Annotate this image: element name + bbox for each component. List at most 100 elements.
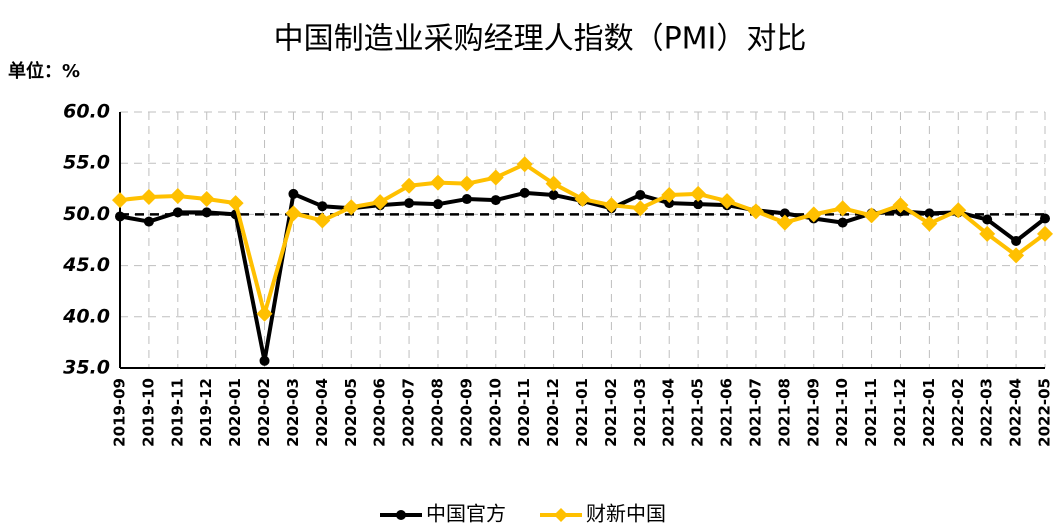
x-tick-label: 2022-05 [1036,378,1054,447]
point [487,169,504,186]
point [404,198,415,209]
series-line [119,190,1047,363]
point [982,214,993,225]
point [461,194,472,205]
x-tick-label: 2021-03 [631,378,649,447]
x-tick-label: 2020-01 [226,378,244,447]
y-tick-label: 45.0 [62,254,110,276]
x-tick-label: 2021-01 [573,378,591,447]
point [314,212,331,229]
point [516,156,533,173]
x-tick-label: 2021-10 [833,378,851,447]
point [458,175,475,192]
point [1008,247,1025,264]
x-tick-label: 2019-09 [111,378,129,447]
x-tick-label: 2021-08 [775,378,793,447]
point [285,205,302,222]
point [693,199,704,210]
point [837,217,848,228]
x-tick-label: 2022-02 [949,378,967,447]
chart-title: 中国制造业采购经理人指数（PMI）对比 [274,22,807,57]
x-tick-label: 2020-08 [428,378,446,447]
point [1037,225,1053,242]
point [343,199,360,216]
point [979,225,996,242]
x-tick-label: 2021-02 [602,378,620,447]
legend-marker [396,510,406,520]
point [921,215,938,232]
x-tick-label: 2021-05 [689,378,707,447]
y-tick-label: 35.0 [63,357,110,379]
x-tick-label: 2020-10 [486,378,504,447]
unit-label: 单位：% [8,60,80,82]
point [635,189,646,200]
y-tick-label: 50.0 [63,203,110,225]
point [429,174,446,191]
point [432,199,443,210]
x-tick-label: 2021-06 [718,378,736,447]
x-tick-label: 2021-07 [746,378,764,447]
x-tick-label: 2020-07 [400,378,418,447]
point [256,305,273,322]
point [924,208,935,219]
point [950,202,967,219]
x-tick-label: 2019-12 [197,378,215,447]
x-tick-label: 2020-12 [544,378,562,447]
x-tick-label: 2021-09 [804,378,822,447]
point [169,187,186,204]
point [661,186,678,203]
point [779,208,790,219]
y-tick-label: 40.0 [62,305,110,327]
x-tick-label: 2020-09 [457,378,475,447]
point [747,203,764,220]
x-tick-label: 2022-03 [978,378,996,447]
y-tick-label: 55.0 [63,152,110,174]
legend-marker [554,508,568,522]
point [259,355,270,366]
point [490,195,501,206]
point [401,177,418,194]
legend-label: 财新中国 [586,502,666,526]
point [632,200,649,217]
point [603,197,620,214]
point [1040,213,1050,224]
point [519,187,530,198]
legend-label: 中国官方 [426,502,506,526]
point [805,206,822,223]
x-tick-label: 2020-05 [342,378,360,447]
x-tick-label: 2020-02 [255,378,273,447]
point [115,211,125,222]
point [172,207,183,218]
point [548,189,559,200]
x-tick-label: 2021-04 [660,378,678,447]
point [574,191,591,208]
point [112,192,128,209]
x-tick-label: 2019-11 [168,378,186,447]
point [227,195,244,212]
x-tick-label: 2022-04 [1007,378,1025,447]
point [690,185,707,202]
x-tick-label: 2020-04 [313,378,331,447]
point [140,188,157,205]
point [545,175,562,192]
point [143,216,154,227]
point [288,188,299,199]
x-tick-label: 2019-10 [139,378,157,447]
point [201,207,212,218]
x-tick-label: 2020-06 [371,378,389,447]
point [863,207,880,224]
point [776,214,793,231]
x-tick-label: 2020-03 [284,378,302,447]
point [834,200,851,217]
point [372,194,389,211]
point [892,197,909,214]
point [317,201,328,212]
x-tick-label: 2022-01 [920,378,938,447]
x-tick-label: 2020-11 [515,378,533,447]
point [1011,236,1022,247]
point [719,193,736,210]
x-tick-label: 2021-12 [891,378,909,447]
point [198,191,215,208]
point [664,198,675,209]
